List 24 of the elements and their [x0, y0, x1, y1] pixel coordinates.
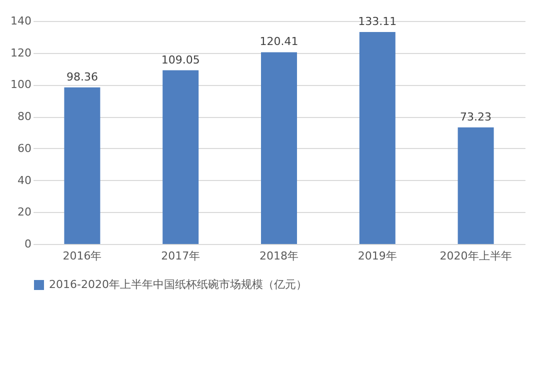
y-tick-label: 80 — [18, 110, 32, 124]
data-label: 120.41 — [260, 35, 298, 48]
data-label: 73.23 — [460, 110, 492, 124]
data-label: 98.36 — [66, 70, 98, 84]
bar — [162, 70, 199, 244]
y-tick-label: 120 — [10, 46, 32, 60]
y-tick-label: 40 — [18, 174, 32, 187]
y-tick-label: 0 — [24, 238, 32, 250]
x-tick-label: 2017年 — [161, 250, 200, 262]
x-tick-label: 2020年上半年 — [440, 250, 512, 262]
data-label: 133.11 — [358, 14, 397, 28]
y-tick-label: 20 — [18, 206, 32, 219]
y-tick-label: 140 — [10, 14, 32, 28]
legend-label: 2016-2020年上半年中国纸杯纸碗市场规模（亿元） — [49, 278, 307, 291]
bar — [458, 127, 494, 244]
x-tick-label: 2016年 — [62, 250, 102, 262]
bar — [359, 32, 396, 244]
bar — [64, 87, 100, 244]
y-tick-label: 60 — [18, 142, 32, 155]
bar — [261, 52, 297, 244]
y-tick-label: 100 — [10, 78, 32, 92]
x-tick-label: 2018年 — [260, 250, 298, 262]
x-tick-label: 2019年 — [358, 250, 397, 262]
data-label: 109.05 — [161, 53, 200, 66]
